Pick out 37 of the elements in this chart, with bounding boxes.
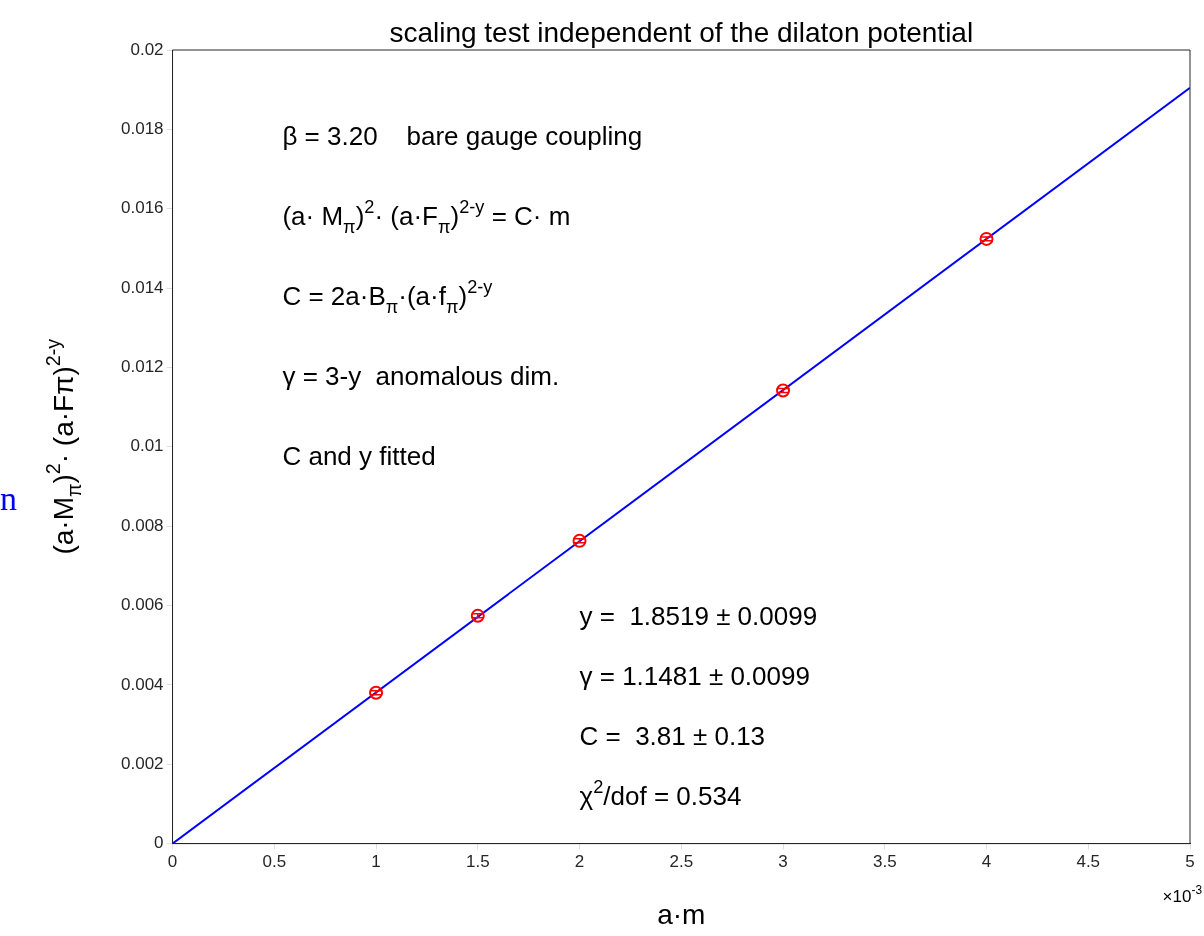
x-tick-label: 4: [981, 852, 992, 872]
x-tick-label: 0: [167, 852, 178, 872]
y-tick-label: 0.018: [120, 119, 164, 139]
annotation: y = 1.8519 ± 0.0099: [579, 601, 818, 631]
x-tick-label: 1: [371, 852, 381, 872]
x-tick-label: 2.5: [669, 852, 694, 872]
x-axis-title: a·m: [657, 898, 706, 930]
chart-title: scaling test independent of the dilaton potential: [389, 17, 974, 48]
annotation: γ = 3-y anomalous dim.: [282, 361, 560, 391]
x-tick-label: 3: [778, 852, 788, 872]
x-tick-label: 3.5: [872, 852, 897, 872]
annotation: C and y fitted: [282, 441, 436, 471]
point: [470, 608, 485, 623]
y-tick-label: 0: [154, 833, 164, 853]
y-tick-label: 0.006: [120, 595, 164, 615]
y-tick-label: 0.002: [120, 753, 164, 773]
point: [369, 685, 384, 700]
annotation: β = 3.20 bare gauge coupling: [282, 121, 643, 151]
y-axis-title: (a·Mπ)2· (a·Fπ)2-y: [41, 338, 85, 555]
point: [979, 231, 994, 246]
y-tick-label: 0.004: [120, 674, 164, 694]
point: [572, 533, 587, 548]
y-tick-label: 0.014: [120, 277, 164, 297]
x-tick-label: 5: [1185, 852, 1195, 872]
point: [776, 383, 791, 398]
y-tick-label: 0.016: [120, 198, 164, 218]
y-tick-label: 0.008: [120, 515, 164, 535]
y-tick-label: 0.01: [130, 436, 164, 456]
annotation: γ = 1.1481 ± 0.0099: [579, 661, 810, 691]
x-tick-label: 4.5: [1076, 852, 1101, 872]
x-tick-label: 1.5: [465, 852, 490, 872]
y-tick-label: 0.02: [130, 39, 164, 59]
x-tick-label: 0.5: [262, 852, 287, 872]
text: n: [0, 480, 17, 517]
y-tick-label: 0.012: [120, 357, 164, 377]
annotation: C = 3.81 ± 0.13: [579, 721, 766, 751]
x-tick-label: 2: [574, 852, 585, 872]
